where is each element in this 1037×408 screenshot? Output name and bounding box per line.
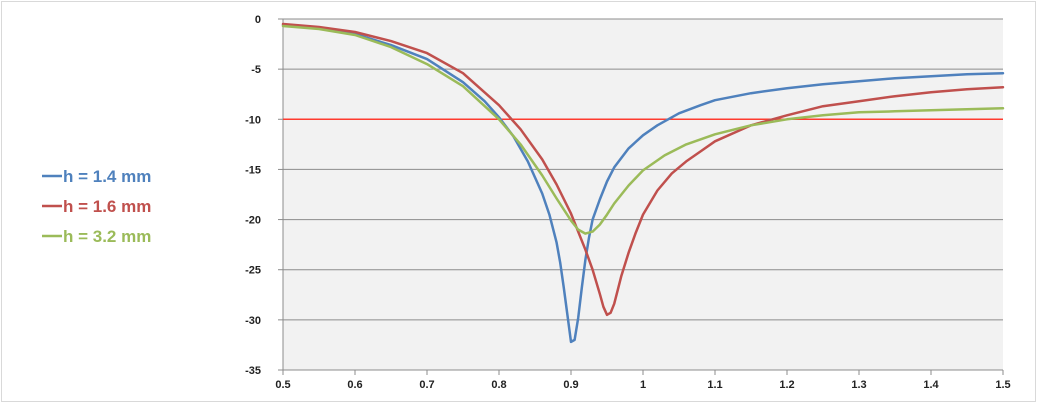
x-tick-label: 1 xyxy=(640,379,646,391)
series-line-3 xyxy=(281,24,1005,235)
x-tick-label: 0.6 xyxy=(347,379,362,391)
x-tick-label: 1.5 xyxy=(995,379,1010,391)
legend-label: h = 3.2 mm xyxy=(63,227,151,246)
y-tick-label: -35 xyxy=(245,365,261,377)
x-tick-label: 1.1 xyxy=(707,379,722,391)
x-tick-label: 1.2 xyxy=(779,379,794,391)
x-tick-label: 0.9 xyxy=(563,379,578,391)
legend-label: h = 1.6 mm xyxy=(63,197,151,216)
y-tick-label: -10 xyxy=(245,114,261,126)
y-tick-label: -5 xyxy=(251,64,261,76)
legend-label: h = 1.4 mm xyxy=(63,167,151,186)
y-tick-label: -15 xyxy=(245,164,261,176)
series-line-2 xyxy=(281,22,1005,317)
x-tick-label: 0.5 xyxy=(275,379,290,391)
x-tick-label: 0.8 xyxy=(491,379,506,391)
x-tick-label: 1.3 xyxy=(851,379,866,391)
series-line-1 xyxy=(281,23,1005,344)
x-tick-label: 0.7 xyxy=(419,379,434,391)
y-tick-label: -30 xyxy=(245,315,261,327)
y-tick-label: -25 xyxy=(245,265,261,277)
plot-background xyxy=(283,19,1003,370)
x-tick-label: 1.4 xyxy=(923,379,939,391)
y-tick-label: -20 xyxy=(245,215,261,227)
y-tick-label: 0 xyxy=(255,14,261,26)
